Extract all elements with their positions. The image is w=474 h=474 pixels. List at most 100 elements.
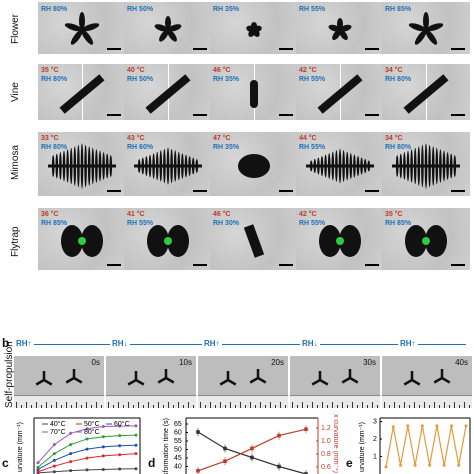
temp-label: 42 °C [299, 67, 317, 74]
temp-label: 43 °C [127, 135, 145, 142]
data-point [36, 467, 40, 471]
rh-label: RH 55% [299, 6, 326, 13]
data-point [134, 433, 138, 437]
sample-shape [48, 143, 116, 189]
data-point [85, 456, 89, 460]
temp-label: 44 °C [299, 135, 317, 142]
data-point [36, 465, 40, 469]
rh-mark: RH↑ [14, 339, 34, 348]
sample-shape [145, 74, 191, 114]
row-label-vine: Vine [10, 82, 21, 103]
data-point [101, 425, 105, 429]
data-point [134, 452, 138, 456]
time-label: 30s [363, 358, 376, 367]
data-point [118, 434, 122, 438]
chart-e: 3 2 1 urvature (mm⁻¹) [359, 417, 471, 474]
panel-flytrap-1: 36 °C RH 85% [38, 208, 126, 270]
data-point [134, 443, 138, 447]
sample-shape [61, 225, 103, 257]
rh-label: RH 80% [41, 76, 68, 83]
tick-label: 55 [174, 438, 182, 445]
panel-mimosa-3: 47 °C RH 35% [210, 132, 298, 196]
tripod-robots [311, 369, 359, 386]
data-point [101, 467, 105, 471]
panel-mimosa-1: 33 °C RH 80% [38, 132, 126, 196]
rh-label: RH 85% [41, 220, 68, 227]
sample-shape [147, 225, 189, 257]
data-point [85, 427, 89, 431]
scale-bar [451, 114, 465, 116]
temp-label: 41 °C [127, 211, 145, 218]
sample-shape [392, 143, 460, 189]
rh-label: RH 35% [213, 6, 240, 13]
panel-b-letter: b [2, 336, 10, 350]
data-point [85, 437, 89, 441]
temp-label: 36 °C [41, 211, 59, 218]
scale-bar [107, 190, 121, 192]
data-point [85, 447, 89, 451]
data-point [391, 425, 395, 429]
data-point [69, 443, 73, 447]
panel-e-letter: e [346, 456, 353, 470]
tick-label: 0.6 [321, 464, 331, 471]
data-point [69, 452, 73, 456]
rh-label: RH 80% [41, 144, 68, 151]
temp-label: 42 °C [299, 211, 317, 218]
data-point [52, 458, 56, 462]
data-point [420, 424, 424, 428]
tick-label: 2 [373, 436, 377, 443]
temp-label: 46 °C [213, 211, 231, 218]
sample-shape [306, 148, 374, 184]
time-label: 0s [91, 358, 100, 367]
sample-shape [408, 12, 444, 45]
sample-shape [246, 22, 262, 37]
data-point [69, 469, 73, 473]
rh-label: RH 80% [41, 6, 68, 13]
rh-mark: RH↓ [110, 339, 130, 348]
panel-flytrap-2: 41 °C RH 55% [124, 208, 212, 270]
data-point [118, 467, 122, 471]
data-point [134, 424, 138, 428]
panel-flower-1: RH 80% [38, 2, 126, 54]
rh-mark: RH↓ [300, 339, 320, 348]
self-propulsion-frame: 10s [106, 356, 196, 408]
data-point [118, 453, 122, 457]
data-point [413, 463, 417, 467]
scale-bar [279, 190, 293, 192]
data-point [134, 467, 138, 471]
panel-vine-2: 40 °C RH 50% [124, 64, 212, 120]
data-point [118, 444, 122, 448]
sample-shape [243, 224, 265, 258]
data-point [85, 468, 89, 472]
data-point [428, 463, 432, 467]
scale-bar [365, 48, 379, 50]
tick-label: 3 [373, 419, 377, 426]
data-point [36, 461, 40, 465]
panel-vine-1: 35 °C RH 80% [38, 64, 126, 120]
temp-label: 35 °C [385, 211, 403, 218]
sample-shape [134, 147, 202, 185]
data-point [52, 452, 56, 456]
row-label-flower: Flower [10, 13, 21, 44]
tick-label: 1.2 [321, 425, 331, 432]
chart-c-ylabel: urvature (mm⁻¹) [17, 422, 24, 472]
rh-label: RH 55% [127, 220, 154, 227]
sample-shape [59, 74, 105, 114]
scale-bar [193, 114, 207, 116]
tick-label: 1 [373, 454, 377, 461]
sample-shape [319, 225, 361, 257]
ruler [106, 395, 196, 408]
panel-d-letter: d [148, 456, 156, 470]
sample-shape [405, 225, 447, 257]
rh-label: RH 50% [127, 6, 154, 13]
sample-shape [317, 74, 363, 114]
panel-mimosa-4: 44 °C RH 55% [296, 132, 384, 196]
temp-label: 34 °C [385, 135, 403, 142]
self-propulsion-frame: 30s [290, 356, 380, 408]
chart-d-ylabel-left: sformation time (s) [163, 418, 170, 474]
data-point [52, 470, 56, 474]
temp-label: 40 °C [127, 67, 145, 74]
series-line [385, 425, 467, 468]
legend-entry: 40°C [50, 420, 66, 428]
